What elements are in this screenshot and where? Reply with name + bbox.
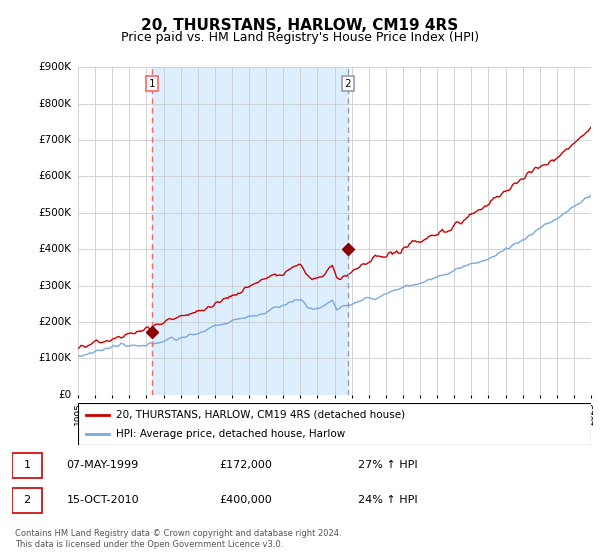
Bar — [152, 67, 348, 395]
Text: 1: 1 — [23, 460, 31, 470]
Text: 15-OCT-2010: 15-OCT-2010 — [67, 495, 139, 505]
Text: 27% ↑ HPI: 27% ↑ HPI — [358, 460, 417, 470]
Text: £0: £0 — [58, 390, 71, 400]
Bar — [12, 488, 42, 513]
Text: £400K: £400K — [38, 244, 71, 254]
Text: 07-MAY-1999: 07-MAY-1999 — [67, 460, 139, 470]
Text: £300K: £300K — [38, 281, 71, 291]
Text: £900K: £900K — [38, 62, 71, 72]
Text: £500K: £500K — [38, 208, 71, 218]
Text: 24% ↑ HPI: 24% ↑ HPI — [358, 495, 417, 505]
Text: £172,000: £172,000 — [220, 460, 272, 470]
Text: 2: 2 — [344, 78, 352, 88]
Text: Price paid vs. HM Land Registry's House Price Index (HPI): Price paid vs. HM Land Registry's House … — [121, 31, 479, 44]
Bar — [12, 453, 42, 478]
Text: HPI: Average price, detached house, Harlow: HPI: Average price, detached house, Harl… — [116, 429, 346, 439]
Text: 2: 2 — [23, 495, 31, 505]
Text: £400,000: £400,000 — [220, 495, 272, 505]
Text: Contains HM Land Registry data © Crown copyright and database right 2024.
This d: Contains HM Land Registry data © Crown c… — [15, 529, 341, 549]
Text: 1: 1 — [149, 78, 155, 88]
Text: £700K: £700K — [38, 135, 71, 145]
Text: £100K: £100K — [38, 353, 71, 363]
Text: 20, THURSTANS, HARLOW, CM19 4RS: 20, THURSTANS, HARLOW, CM19 4RS — [142, 18, 458, 33]
Text: £600K: £600K — [38, 171, 71, 181]
Text: £800K: £800K — [38, 99, 71, 109]
Text: £200K: £200K — [38, 317, 71, 327]
Text: 20, THURSTANS, HARLOW, CM19 4RS (detached house): 20, THURSTANS, HARLOW, CM19 4RS (detache… — [116, 409, 406, 419]
